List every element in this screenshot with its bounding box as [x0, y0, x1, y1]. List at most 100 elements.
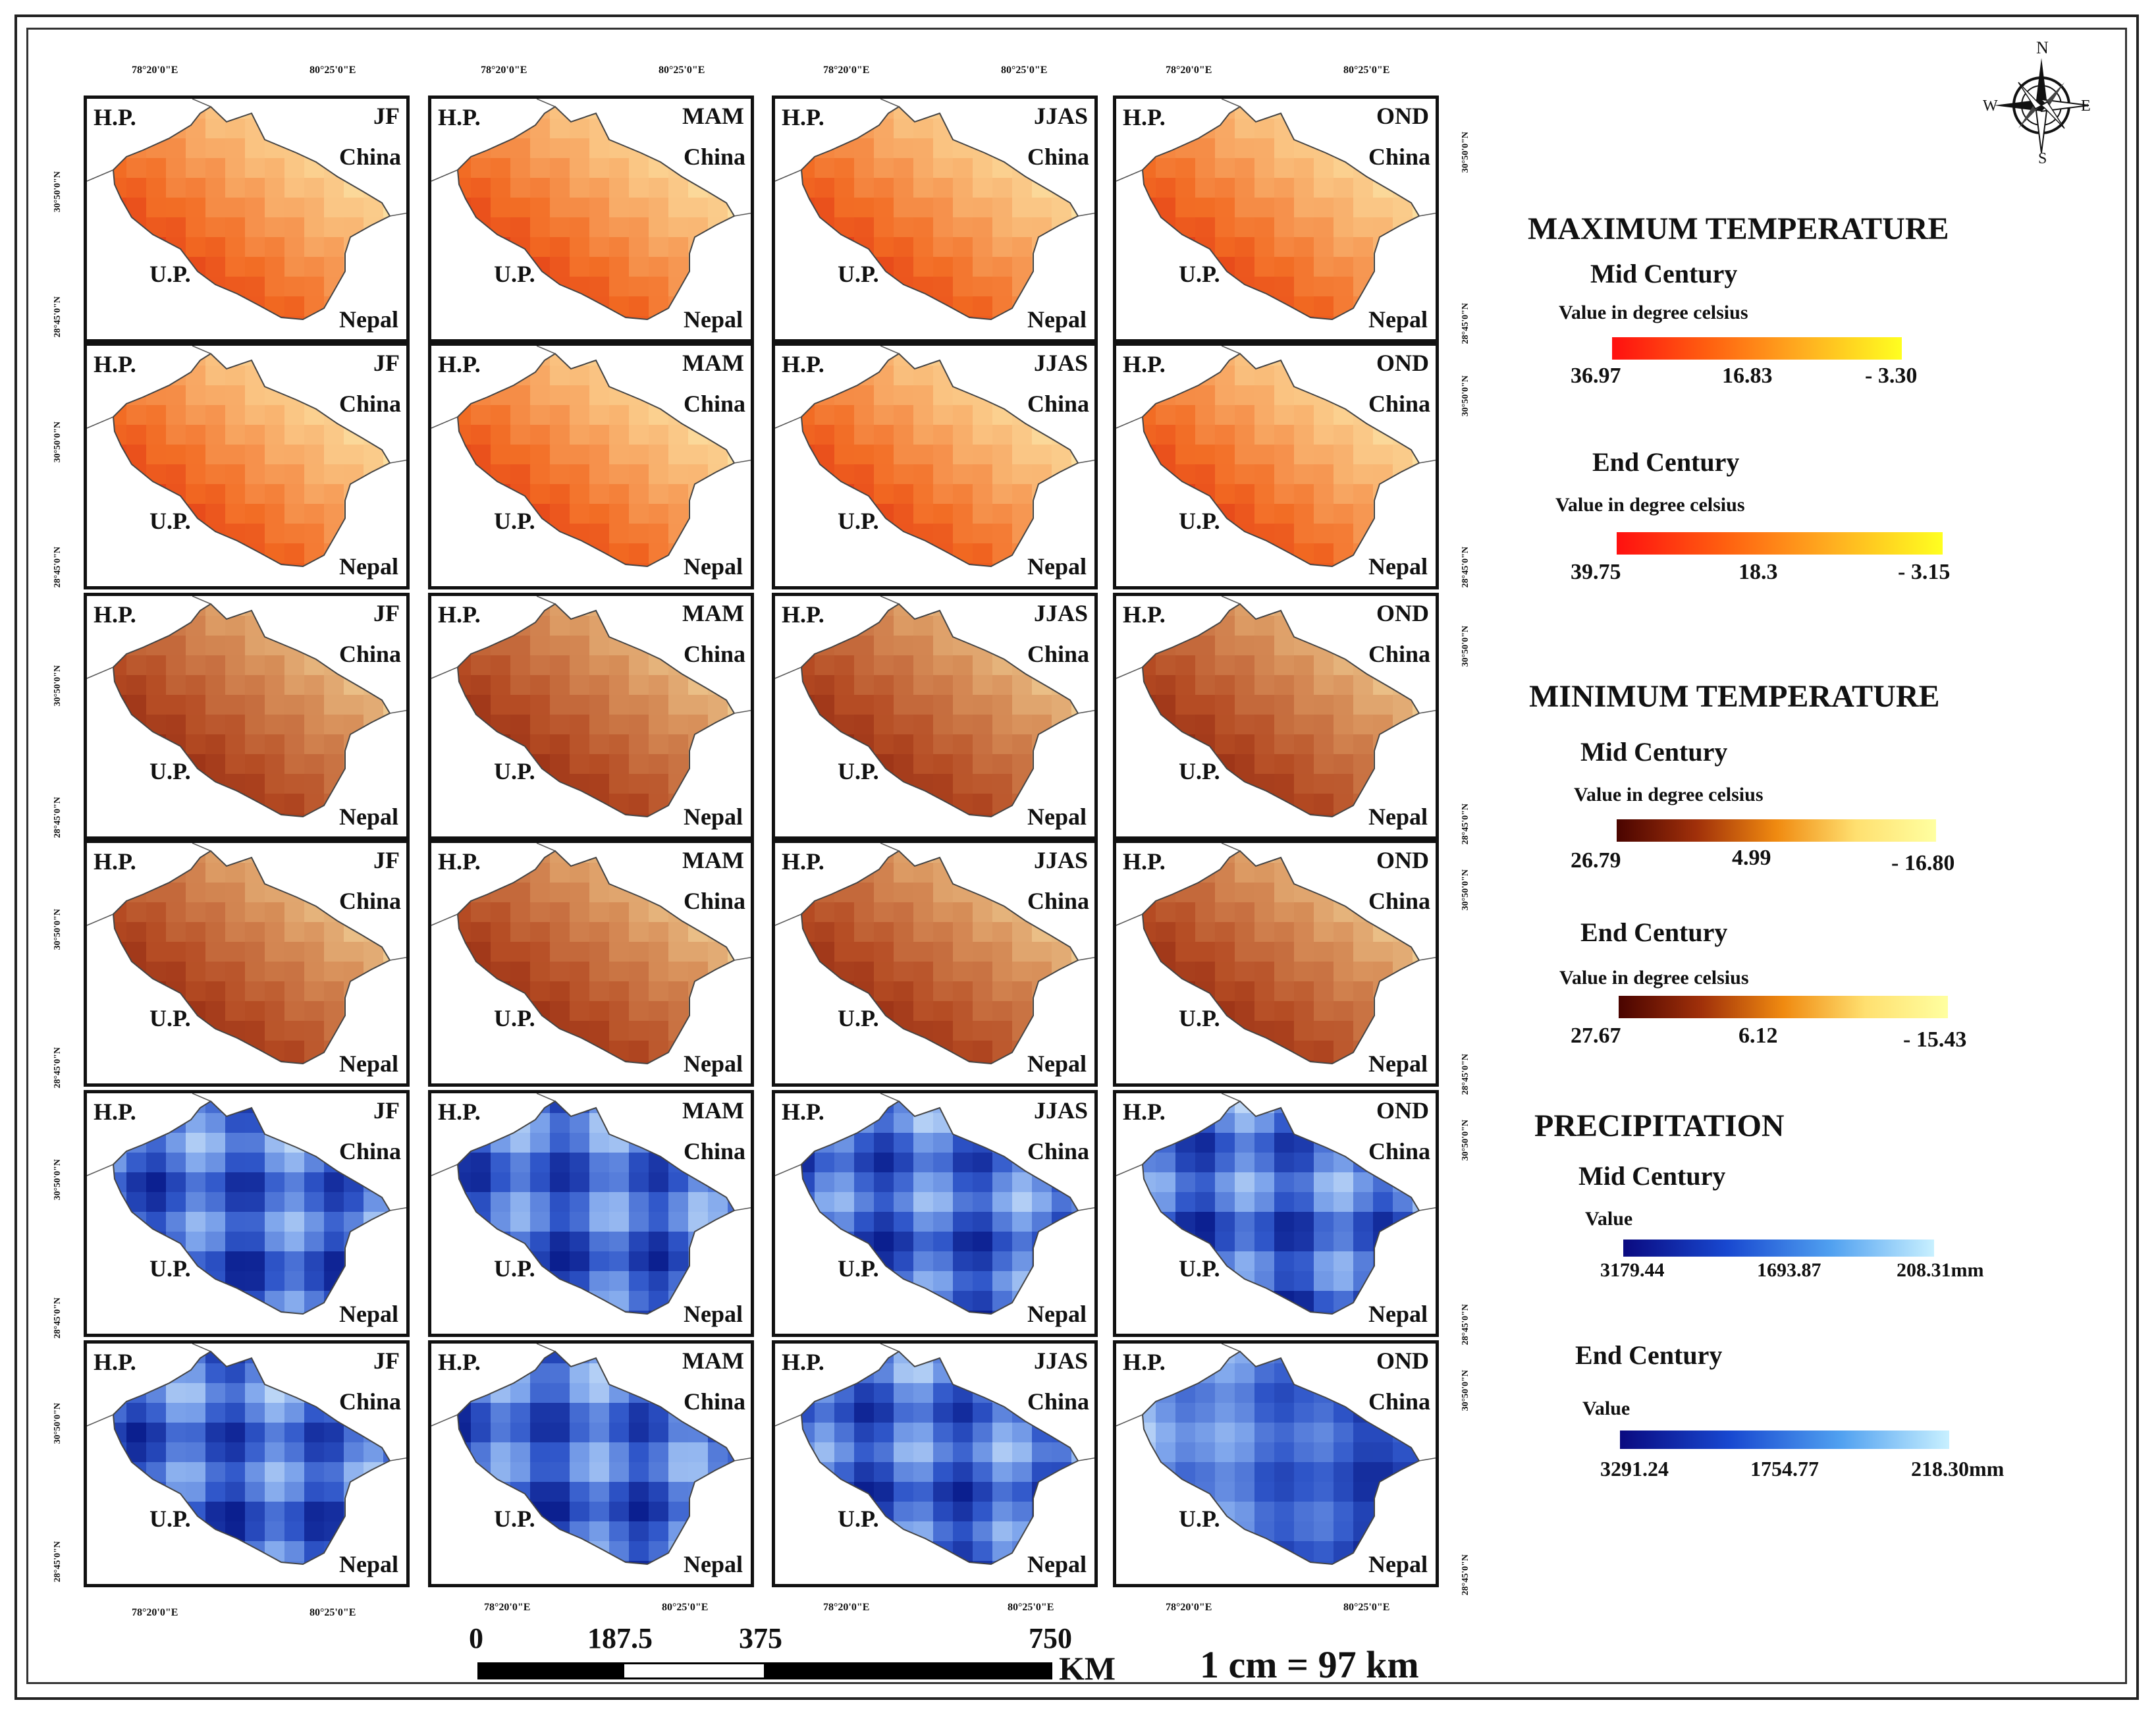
raster-cell [1432, 813, 1439, 833]
raster-cell [649, 504, 668, 524]
raster-cell [801, 277, 815, 296]
raster-cell [166, 1541, 186, 1561]
raster-cell [1294, 504, 1314, 524]
raster-cell [431, 1423, 451, 1442]
raster-cell [403, 405, 410, 425]
raster-cell [1254, 107, 1274, 119]
raster-cell [1314, 316, 1334, 319]
raster-cell [364, 484, 383, 504]
raster-cell [510, 217, 530, 237]
raster-cell [913, 1133, 933, 1153]
raster-cell [1353, 1232, 1373, 1251]
raster-cell [431, 385, 451, 405]
raster-cell [146, 695, 166, 715]
state-boundary [112, 1100, 391, 1315]
raster-cell [913, 237, 933, 257]
raster-cell [973, 198, 992, 217]
raster-cell [801, 794, 815, 813]
raster-cell [530, 675, 550, 695]
raster-cell [1393, 257, 1413, 277]
raster-cell [973, 774, 992, 794]
raster-cell [589, 354, 609, 366]
raster-cell [510, 405, 530, 425]
raster-cell [1032, 675, 1052, 695]
raster-cell [550, 464, 570, 484]
up-label: U.P. [494, 1255, 535, 1282]
raster-cell [1071, 774, 1078, 794]
raster-cell [491, 1113, 510, 1133]
raster-cell [245, 1351, 265, 1363]
raster-cell [1116, 754, 1136, 774]
raster-cell [570, 1291, 589, 1311]
raster-cell [491, 1080, 510, 1087]
lat-label: 30°50'0"N [53, 665, 63, 707]
raster-cell [973, 902, 992, 922]
raster-cell [166, 1351, 186, 1363]
raster-cell [344, 695, 364, 715]
raster-cell [668, 445, 688, 464]
raster-cell [1274, 1311, 1294, 1314]
raster-cell [1215, 425, 1235, 445]
raster-cell [973, 1080, 992, 1087]
raster-cell [146, 405, 166, 425]
raster-cell [403, 425, 410, 445]
raster-cell [953, 484, 973, 504]
raster-cell [894, 425, 913, 445]
raster-cell [1393, 981, 1413, 1001]
raster-cell [146, 922, 166, 942]
raster-cell [510, 636, 530, 655]
raster-cell [344, 1521, 364, 1541]
raster-cell [854, 675, 874, 695]
raster-cell [186, 1462, 205, 1482]
raster-cell [1353, 178, 1373, 198]
raster-cell [458, 1232, 471, 1251]
raster-cell [953, 604, 973, 616]
raster-cell [471, 1153, 491, 1172]
raster-cell [688, 774, 708, 794]
raster-cell [747, 257, 754, 277]
raster-cell [609, 366, 629, 385]
uttarakhand-map [87, 1093, 406, 1315]
raster-cell [913, 107, 933, 119]
raster-cell [383, 1482, 390, 1502]
raster-cell [1235, 464, 1254, 484]
raster-cell [245, 1251, 265, 1271]
raster-cell [324, 198, 344, 217]
raster-cell [284, 1363, 304, 1383]
raster-cell [383, 583, 403, 589]
raster-cell [1314, 563, 1334, 566]
raster-cell [225, 1581, 245, 1587]
raster-cell [1373, 464, 1393, 484]
raster-cell [550, 675, 570, 695]
raster-cell [1294, 1001, 1314, 1021]
raster-cell [992, 813, 1012, 817]
raster-cell [747, 734, 754, 754]
raster-cell [550, 296, 570, 316]
raster-cell [324, 1080, 344, 1087]
raster-cell [344, 464, 364, 484]
raster-cell [854, 445, 874, 464]
raster-cell [1156, 543, 1175, 563]
raster-cell [1353, 425, 1373, 445]
raster-cell [834, 1291, 854, 1311]
raster-cell [458, 405, 471, 425]
raster-cell [609, 774, 629, 794]
raster-cell [1195, 198, 1215, 217]
raster-cell [205, 616, 225, 636]
raster-cell [629, 1363, 649, 1383]
season-label: JF [373, 103, 400, 129]
raster-cell [510, 583, 530, 589]
map-panel: H.P. JF China U.P. Nepal [84, 95, 410, 342]
raster-cell [1254, 715, 1274, 734]
raster-cell [1143, 734, 1156, 754]
raster-cell [775, 902, 795, 922]
raster-cell [550, 863, 570, 883]
raster-cell [1156, 257, 1175, 277]
raster-cell [589, 1133, 609, 1153]
raster-cell [146, 962, 166, 981]
raster-cell [708, 1442, 728, 1462]
raster-cell [629, 336, 649, 342]
raster-cell [728, 1330, 747, 1337]
raster-cell [245, 366, 265, 385]
raster-cell [265, 942, 284, 962]
